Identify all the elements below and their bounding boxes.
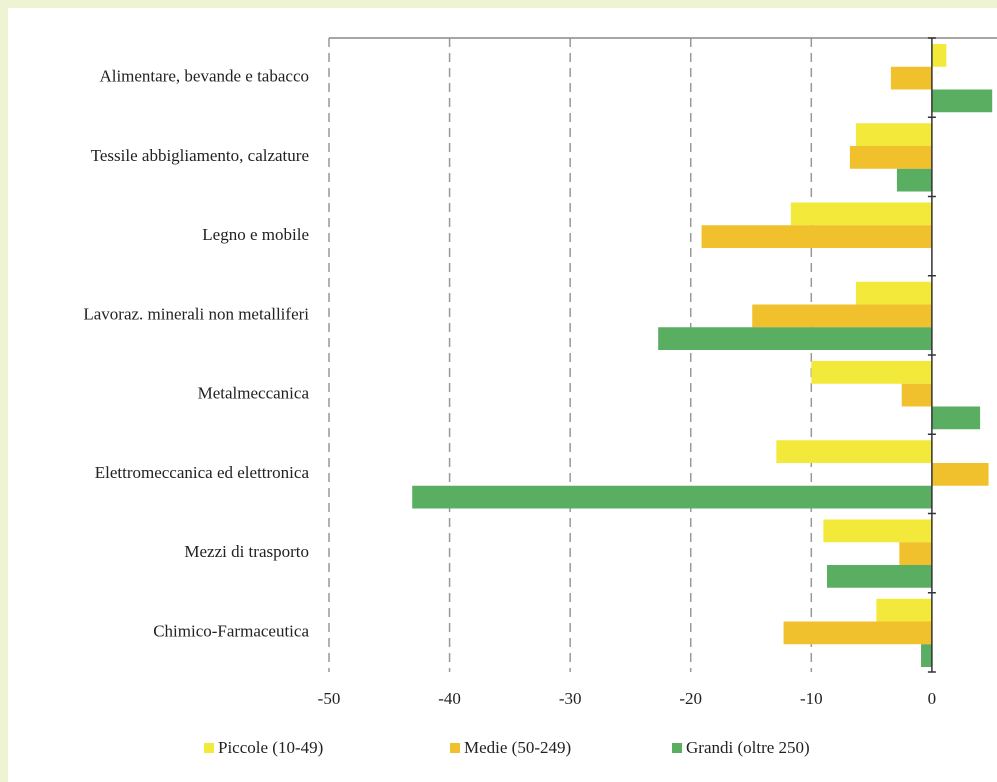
bar: [896, 168, 932, 192]
bar: [823, 519, 932, 543]
bar: [790, 202, 932, 226]
bar: [811, 361, 932, 384]
bar: [658, 327, 932, 350]
bar: [876, 598, 932, 622]
bar: [855, 281, 932, 305]
y-tick-label: Mezzi di trasporto: [184, 542, 309, 561]
x-tick-label: -20: [679, 689, 702, 708]
legend-swatch: [672, 743, 682, 753]
y-tick-label: Chimico-Farmaceutica: [153, 621, 309, 640]
x-tick-label: -10: [800, 689, 823, 708]
bar: [701, 225, 932, 248]
bar: [783, 621, 932, 645]
x-tick-label: 0: [928, 689, 937, 708]
x-tick-label: -50: [318, 689, 341, 708]
bar: [826, 565, 932, 588]
legend-label: Piccole (10-49): [218, 738, 323, 757]
bar: [931, 406, 981, 430]
x-tick-label: -30: [559, 689, 582, 708]
bar: [931, 44, 947, 67]
x-tick-label: -40: [438, 689, 461, 708]
y-tick-label: Elettromeccanica ed elettronica: [95, 463, 310, 482]
bar: [855, 123, 932, 146]
legend-label: Medie (50-249): [464, 738, 571, 757]
legend-label: Grandi (oltre 250): [686, 738, 810, 757]
y-tick-label: Metalmeccanica: [198, 384, 310, 403]
bar: [776, 440, 932, 463]
legend-swatch: [450, 743, 460, 753]
bar: [899, 542, 932, 565]
bar: [849, 146, 932, 169]
legend-swatch: [204, 743, 214, 753]
bar: [901, 383, 932, 407]
bar: [890, 66, 932, 90]
y-tick-label: Lavoraz. minerali non metalliferi: [83, 304, 309, 323]
y-tick-label: Alimentare, bevande e tabacco: [99, 67, 309, 86]
y-tick-label: Tessile abbigliamento, calzature: [91, 146, 309, 165]
bar: [412, 485, 932, 509]
bar: [931, 89, 993, 113]
bar: [752, 304, 932, 328]
chart-area: [8, 8, 997, 782]
bar: [921, 644, 932, 667]
bar: [931, 463, 989, 486]
y-tick-label: Legno e mobile: [202, 225, 309, 244]
